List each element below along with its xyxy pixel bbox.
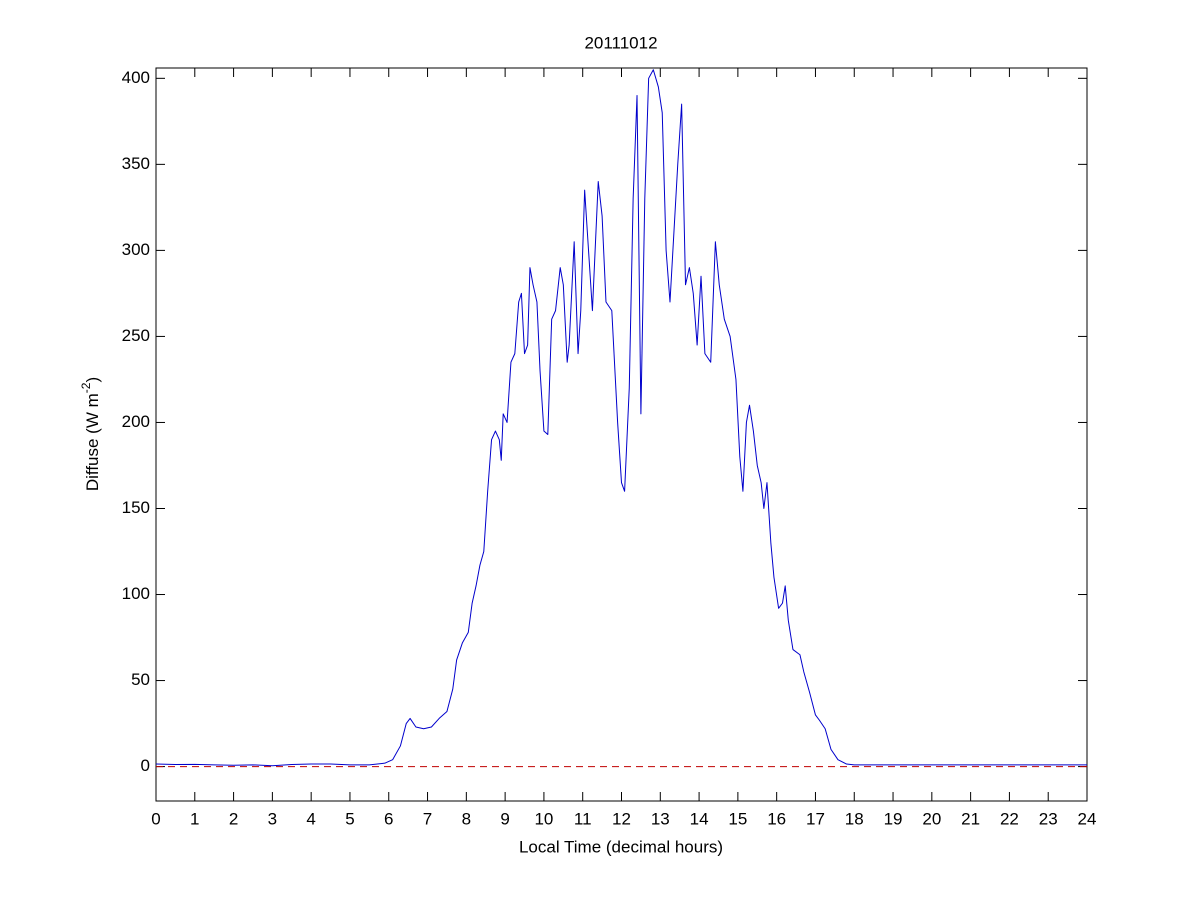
- x-tick-label: 2: [229, 809, 238, 828]
- x-tick-label: 0: [151, 809, 160, 828]
- data-line: [155, 69, 1087, 767]
- x-tick-label: 11: [574, 809, 592, 828]
- y-tick-label: 50: [131, 670, 150, 689]
- y-axis-label-text: Diffuse (W m: [83, 393, 102, 491]
- x-tick-label: 17: [806, 809, 825, 828]
- x-tick-label: 24: [1078, 809, 1097, 828]
- x-tick-label: 15: [728, 809, 747, 828]
- y-tick-label: 0: [141, 756, 150, 775]
- y-tick-label: 200: [122, 412, 150, 431]
- y-tick-label: 350: [122, 154, 150, 173]
- y-axis-label: Diffuse (W m-2): [79, 377, 102, 491]
- x-tick-label: 4: [306, 809, 315, 828]
- x-tick-label: 12: [612, 809, 631, 828]
- y-tick-label: 400: [122, 68, 150, 87]
- x-tick-label: 1: [190, 809, 199, 828]
- x-tick-label: 5: [345, 809, 354, 828]
- y-tick-label: 250: [122, 326, 150, 345]
- x-tick-label: 19: [884, 809, 903, 828]
- x-tick-label: 22: [1000, 809, 1019, 828]
- plot-frame: [155, 67, 1088, 802]
- x-tick-label: 18: [845, 809, 864, 828]
- x-tick-label: 3: [268, 809, 277, 828]
- x-tick-label: 23: [1039, 809, 1058, 828]
- x-tick-label: 16: [767, 809, 786, 828]
- x-tick-label: 8: [462, 809, 471, 828]
- y-axis-label-suffix: ): [83, 377, 102, 383]
- x-tick-label: 7: [423, 809, 432, 828]
- y-axis-label-superscript: -2: [79, 382, 93, 393]
- x-axis-label: Local Time (decimal hours): [519, 837, 723, 856]
- x-tick-label: 10: [534, 809, 553, 828]
- y-tick-label: 100: [122, 584, 150, 603]
- x-tick-label: 21: [961, 809, 980, 828]
- chart-title: 20111012: [584, 33, 657, 52]
- x-tick-label: 13: [651, 809, 670, 828]
- y-tick-label: 300: [122, 240, 150, 259]
- x-tick-label: 6: [384, 809, 393, 828]
- x-tick-label: 9: [500, 809, 509, 828]
- x-tick-label: 14: [690, 809, 709, 828]
- x-tick-label: 20: [922, 809, 941, 828]
- y-tick-label: 150: [122, 498, 150, 517]
